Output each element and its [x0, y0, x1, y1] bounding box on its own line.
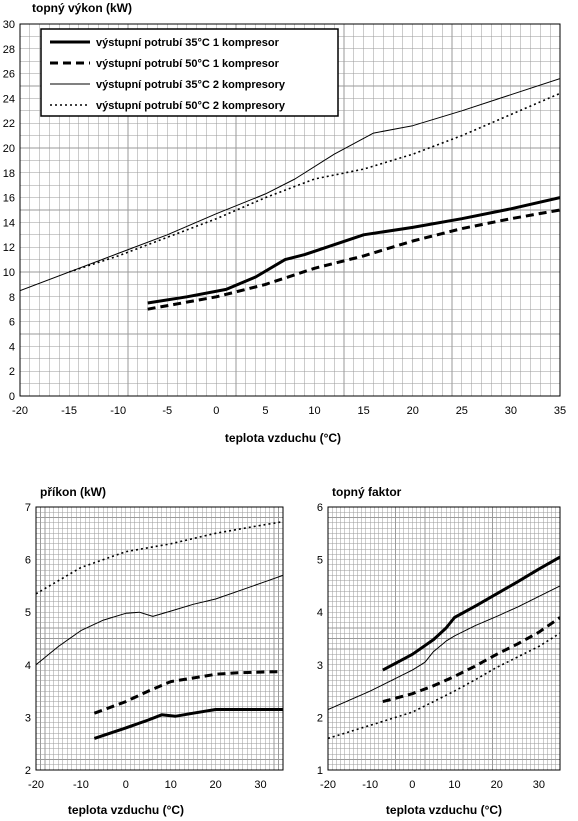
series-line-1 — [93, 708, 283, 740]
x-tick-label: 10 — [165, 779, 177, 791]
legend-entry: výstupní potrubí 35°C 1 kompresor — [96, 37, 280, 49]
series-line-3 — [20, 78, 560, 292]
x-tick-label: -5 — [162, 405, 172, 417]
series-line-2 — [93, 670, 283, 715]
plot-frame — [327, 506, 561, 771]
y-tick-label: 6 — [317, 502, 323, 514]
y-tick-label: 26 — [3, 69, 15, 81]
x-tick-label: -20 — [12, 405, 28, 417]
y-tick-label: 7 — [25, 502, 31, 514]
x-tick-label: 15 — [358, 405, 370, 417]
y-tick-label: 5 — [317, 555, 323, 567]
x-tick-label: 0 — [409, 779, 415, 791]
y-tick-label: 30 — [3, 19, 15, 31]
x-tick-label: -15 — [61, 405, 77, 417]
y-axis-title: příkon (kW) — [40, 485, 106, 499]
x-tick-label: -10 — [73, 779, 89, 791]
x-tick-label: 10 — [448, 779, 460, 791]
x-tick-label: 10 — [308, 405, 320, 417]
series-line-4 — [36, 520, 283, 595]
chart-3: 1 2 3 4 5 6 -20 -10 0 10 20 30 topný faktor teplota v… — [317, 485, 561, 817]
y-tick-label: 20 — [3, 143, 15, 155]
x-tick-label: 30 — [254, 779, 266, 791]
legend-box — [40, 28, 339, 117]
plot-frame — [19, 23, 561, 397]
y-tick-label: 22 — [3, 118, 15, 130]
y-tick-label: 3 — [25, 712, 31, 724]
chart-2: 2 3 4 5 6 7 -20 -10 0 10 20 30 příkon (kW) teplota vz… — [25, 485, 284, 817]
x-tick-label: 0 — [123, 779, 129, 791]
series-line-1 — [382, 555, 560, 672]
y-tick-label: 14 — [3, 217, 15, 229]
series-line-3 — [36, 574, 283, 666]
y-axis-title: topný faktor — [332, 485, 402, 499]
series-line-4 — [68, 92, 560, 273]
y-tick-label: 2 — [25, 765, 31, 777]
x-tick-label: 30 — [505, 405, 517, 417]
y-tick-label: 6 — [25, 555, 31, 567]
y-tick-label: 4 — [25, 660, 31, 672]
x-tick-label: 5 — [262, 405, 268, 417]
series-line-4 — [328, 632, 560, 740]
y-axis-title: topný výkon (kW) — [32, 1, 132, 15]
x-tick-label: -20 — [320, 779, 336, 791]
legend-entry: výstupní potrubí 50°C 2 kompresory — [96, 100, 286, 112]
y-tick-label: 8 — [9, 292, 15, 304]
y-tick-label: 0 — [9, 391, 15, 403]
y-tick-label: 18 — [3, 168, 15, 180]
x-tick-label: -20 — [28, 779, 44, 791]
series-line-2 — [147, 208, 560, 311]
x-tick-label: 20 — [407, 405, 419, 417]
x-axis-title: teplota vzduchu (°C) — [68, 803, 184, 817]
x-tick-label: 25 — [456, 405, 468, 417]
y-tick-label: 4 — [317, 607, 323, 619]
y-tick-label: 6 — [9, 317, 15, 329]
y-tick-label: 24 — [3, 93, 15, 105]
x-tick-label: 20 — [491, 779, 503, 791]
x-tick-label: 20 — [210, 779, 222, 791]
y-tick-label: 2 — [317, 712, 323, 724]
x-tick-label: 0 — [213, 405, 219, 417]
y-tick-label: 5 — [25, 607, 31, 619]
x-tick-label: -10 — [362, 779, 378, 791]
legend-entry: výstupní potrubí 50°C 1 kompresor — [96, 58, 280, 70]
plot-frame — [35, 506, 284, 771]
y-tick-label: 12 — [3, 242, 15, 254]
legend: výstupní potrubí 35°C 1 kompresor výstupn… — [40, 28, 339, 117]
y-tick-label: 3 — [317, 660, 323, 672]
x-axis-title: teplota vzduchu (°C) — [386, 803, 502, 817]
x-axis-title: teplota vzduchu (°C) — [225, 431, 341, 445]
series-line-3 — [328, 585, 560, 710]
x-tick-label: 35 — [554, 405, 566, 417]
y-tick-label: 10 — [3, 267, 15, 279]
series-line-1 — [147, 196, 560, 305]
legend-entry: výstupní potrubí 35°C 2 kompresory — [96, 79, 286, 91]
y-tick-label: 16 — [3, 193, 15, 205]
y-tick-label: 28 — [3, 44, 15, 56]
y-tick-label: 1 — [317, 765, 323, 777]
y-tick-label: 2 — [9, 366, 15, 378]
x-tick-label: 30 — [533, 779, 545, 791]
y-tick-label: 4 — [9, 341, 15, 353]
x-tick-label: -10 — [110, 405, 126, 417]
series-line-2 — [382, 616, 560, 704]
